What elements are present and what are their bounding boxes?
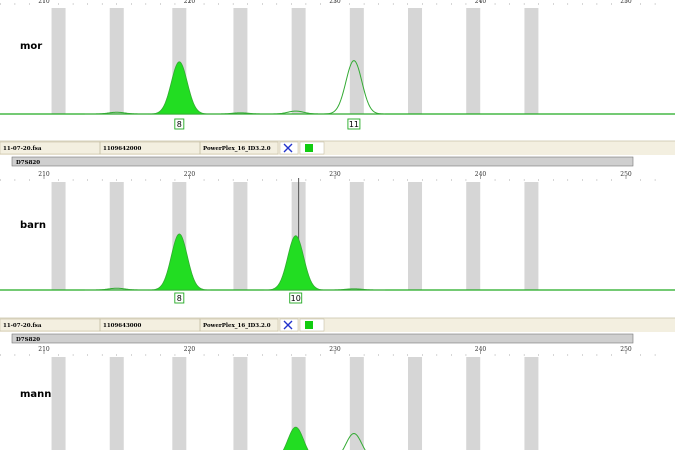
bin-band [233,182,248,290]
x-icon-cell [279,318,299,332]
allele-label: 10 [291,294,301,303]
peak [263,235,328,291]
x-icon-cell [279,141,299,155]
bin-band [51,357,66,450]
marker-label: D7S820 [16,160,40,166]
bin-band [466,182,481,290]
green-square-icon [305,144,313,152]
x-tick-label: 240 [475,171,487,178]
bin-band [349,357,364,450]
close-x-icon [283,320,293,330]
peak [147,233,211,291]
x-tick-label: 220 [184,346,196,353]
info-bar-bg [0,318,675,332]
info-kit: PowerPlex_16_ID3.2.0 [203,146,271,152]
x-tick-label: 250 [620,0,632,5]
info-bar: 11-07-20.fsa 1109643000 PowerPlex_16_ID3.2… [0,317,675,344]
allele-box [289,292,303,304]
bin-band [109,357,124,450]
bin-band [466,8,481,114]
peak [321,60,386,115]
bin-band [349,182,364,290]
close-x-icon [283,143,293,153]
bin-band [408,8,423,114]
bin-band [349,8,364,114]
bin-band [172,357,187,450]
peak [342,432,366,450]
x-tick-label: 220 [184,0,196,5]
x-tick-label: 240 [475,0,487,5]
peak [321,288,386,291]
x-tick-label: 240 [475,346,487,353]
sample-label: mor [20,41,42,52]
x-axis: 210 220 230 240 250 [0,0,656,5]
bin-band [408,182,423,290]
bin-band [51,182,66,290]
sample-label: barn [20,220,46,231]
bin-band [233,357,248,450]
x-tick-label: 250 [620,346,632,353]
peak [84,111,149,115]
bin-band [233,8,248,114]
info-cell [199,141,279,155]
x-tick-label: 230 [329,0,341,5]
allele-label: 8 [177,294,182,303]
x-tick-label: 210 [38,346,50,353]
bin-band [291,8,306,114]
peak [263,110,327,115]
allele-box [174,118,185,130]
peak [84,287,149,291]
x-tick-label: 250 [620,171,632,178]
marker-label: D7S820 [16,337,40,343]
allele-box [347,118,361,130]
marker-bar [11,333,634,344]
x-tick-label: 230 [329,346,341,353]
info-bar: 11-07-20.fsa 1109642000 PowerPlex_16_ID3.2… [0,140,675,167]
x-tick-label: 210 [38,0,50,5]
info-kit: PowerPlex_16_ID3.2.0 [203,323,271,329]
bin-band [466,357,481,450]
peak [147,61,211,115]
bin-band [109,8,124,114]
allele-label: 8 [177,120,182,129]
x-axis: 210 220 230 240 250 [0,346,656,356]
bin-band [109,182,124,290]
info-id: 1109643000 [103,323,141,329]
x-tick-label: 210 [38,171,50,178]
bin-band [524,357,539,450]
bin-band [408,357,423,450]
bin-band [524,182,539,290]
info-file: 11-07-20.fsa [3,146,42,152]
allele-label: 11 [349,120,359,129]
x-tick-label: 220 [184,171,196,178]
bin-band [524,8,539,114]
x-tick-label: 230 [329,171,341,178]
peak [282,426,309,450]
panel-barn: 210 220 230 240 250 barn 8 10 [0,171,675,304]
sample-label: mann [20,389,51,400]
x-axis: 210 220 230 240 250 [0,171,656,181]
panel-mor: 210 220 230 240 250 mor 8 11 [0,0,675,130]
info-bar-bg [0,141,675,155]
marker-bar [11,156,634,167]
panel-mann: 210 220 230 240 250 mann [0,346,656,450]
bin-band [291,357,306,450]
info-cell [199,318,279,332]
green-square-icon [305,321,313,329]
info-id: 1109642000 [103,146,141,152]
peak [208,112,272,115]
bin-band [51,8,66,114]
allele-box [174,292,185,304]
info-file: 11-07-20.fsa [3,323,42,329]
